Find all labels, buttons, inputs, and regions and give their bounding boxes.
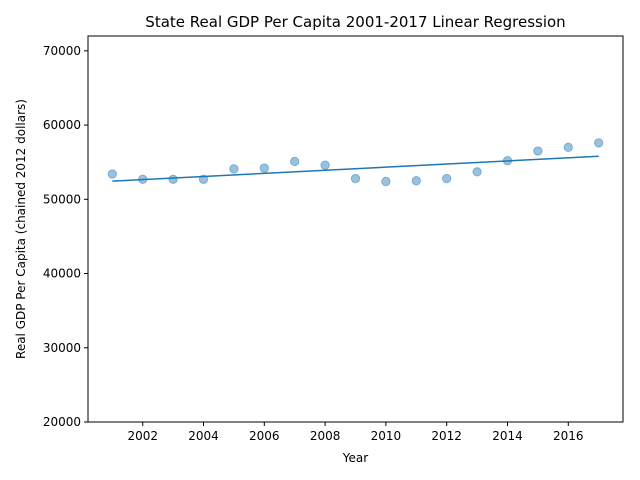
axes-frame [87,35,624,423]
y-tick-label: 30000 [43,341,81,355]
scatter-point [381,176,391,187]
scatter-point [441,173,452,184]
x-axis-label: Year [342,451,368,465]
chart-title: State Real GDP Per Capita 2001-2017 Line… [145,13,565,31]
plot-area: 2002 2004 2006 2008 2010 2012 2014 2016 20000 30… [43,35,624,443]
scatter-point [411,176,421,186]
scatter-point [290,156,300,167]
y-tick-label: 50000 [43,192,81,206]
scatter-point [229,164,239,174]
scatter-point [350,173,361,184]
series-layer [107,138,604,187]
x-tick-label: 2006 [249,429,280,443]
scatter-point [563,142,573,153]
regression-line [112,155,599,182]
x-tick-label: 2016 [553,429,584,443]
x-tick-label: 2002 [127,429,158,443]
x-tick-label: 2008 [310,429,341,443]
x-axis-ticks: 2002 2004 2006 2008 2010 2012 2014 2016 [127,422,584,443]
y-axis-ticks: 20000 30000 40000 50000 60000 70000 [43,44,88,429]
x-tick-label: 2010 [371,429,402,443]
scatter-point [168,174,178,184]
x-tick-label: 2004 [188,429,219,443]
scatter-point [259,163,270,173]
scatter-point [533,146,543,156]
y-tick-label: 20000 [43,415,81,429]
scatter-point [593,138,604,148]
y-tick-label: 70000 [43,44,81,58]
y-tick-label: 40000 [43,267,81,281]
y-tick-label: 60000 [43,118,81,132]
scatter-point [107,169,118,179]
x-tick-label: 2012 [431,429,462,443]
y-axis-label: Real GDP Per Capita (chained 2012 dollar… [14,99,28,359]
scatter-point [320,160,330,170]
scatter-point [472,167,482,177]
x-tick-label: 2014 [492,429,523,443]
